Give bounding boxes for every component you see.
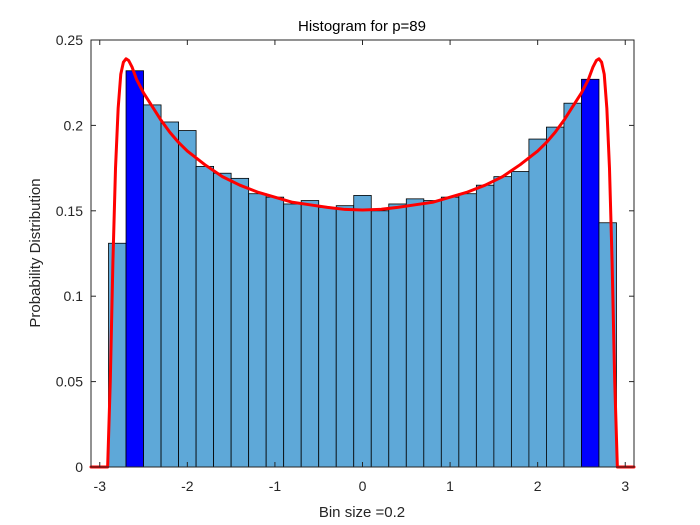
y-tick-label: 0	[75, 459, 83, 475]
histogram-bar	[563, 102, 582, 468]
histogram-bar	[405, 198, 425, 468]
histogram-bar	[440, 196, 460, 468]
x-tick-label: 1	[446, 478, 454, 494]
x-tick-label: -1	[269, 478, 282, 494]
histogram-bar	[458, 193, 477, 468]
histogram-bar	[388, 203, 407, 468]
histogram-bar	[160, 121, 179, 468]
bars-layer	[108, 70, 617, 468]
histogram-bar	[178, 130, 197, 468]
histogram-bar	[370, 210, 390, 468]
ticks-layer: -3 -2 -1 0 1 2 3 0 0.05 0.1 0.15 0.2 0.25	[56, 32, 634, 494]
histogram-bar	[493, 176, 512, 468]
histogram-bar	[195, 165, 215, 468]
histogram-bar	[213, 172, 232, 468]
y-tick-label: 0.1	[64, 288, 84, 304]
histogram-bar	[335, 205, 355, 468]
density-curve	[89, 57, 636, 469]
histogram-bar	[300, 200, 320, 468]
histogram-bar	[318, 206, 337, 468]
curve-layer	[89, 57, 636, 469]
y-tick-label: 0.2	[64, 117, 84, 133]
histogram-bar	[230, 177, 250, 468]
x-axis-label: Bin size =0.2	[319, 504, 405, 521]
y-tick-label: 0.05	[56, 374, 83, 390]
histogram-bar	[265, 196, 285, 468]
chart-title: Histogram for p=89	[298, 18, 426, 35]
y-tick-label: 0.15	[56, 203, 83, 219]
x-tick-label: -2	[181, 478, 194, 494]
x-tick-label: 3	[621, 478, 629, 494]
histogram-bar	[528, 138, 547, 468]
histogram-bar	[125, 70, 144, 468]
histogram-bar	[248, 193, 267, 468]
x-tick-label: 2	[534, 478, 542, 494]
histogram-bar	[353, 195, 372, 468]
x-tick-label: -3	[94, 478, 107, 494]
histogram-bar	[143, 104, 162, 468]
histogram-bar	[283, 203, 302, 468]
histogram-bar	[423, 200, 442, 468]
y-axis-label: Probability Distribution	[27, 178, 44, 327]
histogram-bar	[475, 184, 495, 468]
y-tick-label: 0.25	[56, 32, 83, 48]
x-tick-label: 0	[359, 478, 367, 494]
histogram-bar	[510, 171, 530, 468]
histogram-bar	[546, 126, 565, 468]
histogram-bar	[581, 78, 600, 468]
